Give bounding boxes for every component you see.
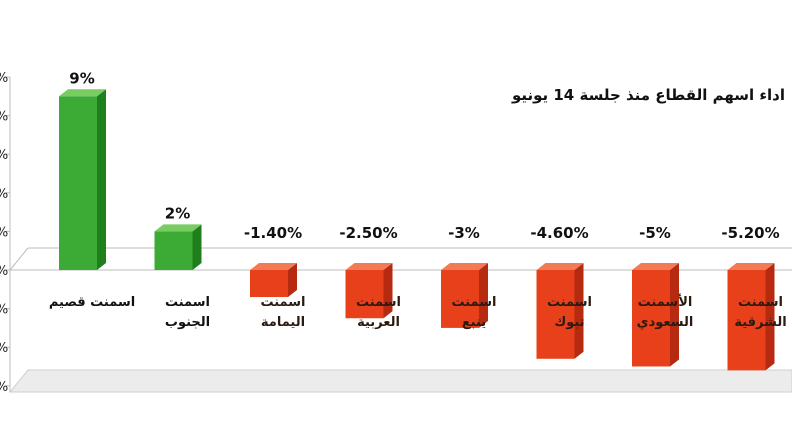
bar-front [154,231,193,270]
bar-front [536,270,575,359]
bar-side [670,263,679,367]
data-label: 2% [165,204,190,222]
y-tick-label: % [0,71,8,86]
bar-top [250,263,297,270]
bar-front [632,270,670,367]
bar [727,263,775,371]
data-label: 9% [69,69,94,87]
category-label-line: اسمنت [260,295,305,310]
y-tick-label: % [0,380,8,395]
bar-top [632,263,679,270]
bar-top [727,263,775,270]
category-label: اسمنت الشرقية [734,295,786,330]
bar-side [574,263,584,359]
category-label: اسمنت الجنوب [165,295,210,330]
bar [154,224,202,270]
bar-top [441,263,488,270]
category-label-line: ينبع [462,315,486,330]
bar-front [345,270,384,319]
bar-side [765,263,775,371]
data-labels: 9% 2% -1.40% -2.50% -3% -4.60% -5% -5.20% [69,69,779,242]
bar [59,89,106,270]
bar-front [441,270,479,328]
category-label: اسمنت تبوك [547,295,592,330]
bar [250,263,297,298]
bar-top [345,263,393,270]
category-label-line: الجنوب [165,315,210,330]
data-label: -2.50% [339,224,397,242]
bar [536,263,584,359]
bar [345,263,393,319]
category-label: اسمنت ينبع [451,295,496,330]
bar-side [383,263,393,319]
y-tick-label: % [0,187,8,202]
data-label: -5% [639,224,671,242]
category-label-line: تبوك [554,315,584,330]
category-label-line: الشرقية [734,315,786,330]
bar-side [192,224,202,270]
y-tick-label: % [0,341,8,356]
bar-top [154,224,202,232]
category-label-line: السعودي [637,315,694,330]
category-label-line: اسمنت [451,295,496,310]
category-label-line: اسمنت [547,295,592,310]
bar-side [97,89,106,270]
data-label: -3% [448,224,480,242]
y-tick-label: % [0,264,8,279]
category-label-line: الأسمنت [638,293,693,310]
category-label-line: اليمامة [261,315,305,330]
category-label: الأسمنت السعودي [637,293,694,330]
category-label: اسمنت اليمامة [260,295,305,330]
bar-front [59,96,97,270]
y-axis: %%%%%%%%% [0,71,11,395]
bar [632,263,679,367]
bars [59,89,775,371]
floor-plane [8,369,792,393]
y-tick-label: % [0,303,8,318]
y-tick-label: % [0,225,8,240]
category-labels: اسمنت قصيم اسمنت الجنوب اسمنت اليمامة اسمنت ال… [49,293,787,330]
category-label: اسمنت قصيم [49,295,135,310]
data-label: -4.60% [530,224,588,242]
bar [441,263,488,328]
category-label: اسمنت العربية [356,295,401,330]
data-label: -5.20% [721,224,779,242]
category-label-line: العربية [357,315,400,330]
y-tick-label: % [0,110,8,125]
category-label-line: اسمنت [356,295,401,310]
bar-side [479,263,488,328]
bar-top [59,89,106,97]
chart-title: اداء اسهم القطاع منذ جلسة 14 يونيو [511,86,785,104]
bar-side [288,263,297,298]
category-label-line: اسمنت [165,295,210,310]
bar-top [536,263,584,270]
data-label: -1.40% [244,224,302,242]
y-tick-label: % [0,148,8,163]
category-label-line: اسمنت [738,295,783,310]
bar-front [727,270,766,371]
bar-front [250,270,288,298]
zero-line-depth [9,247,29,271]
